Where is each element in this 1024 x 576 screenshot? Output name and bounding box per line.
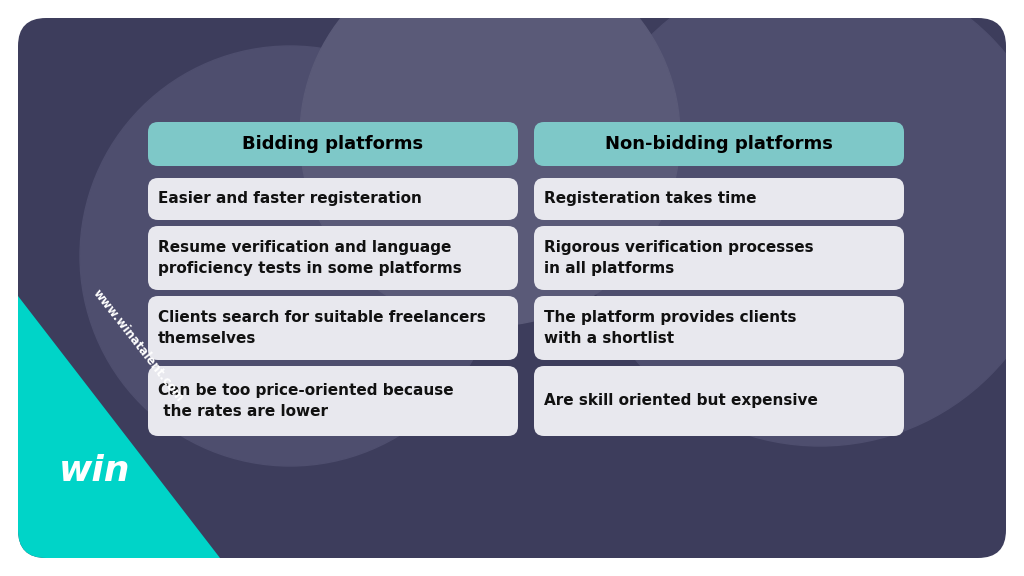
Text: Bidding platforms: Bidding platforms: [243, 135, 424, 153]
Text: The platform provides clients
with a shortlist: The platform provides clients with a sho…: [544, 310, 797, 346]
Circle shape: [580, 0, 1024, 446]
FancyBboxPatch shape: [534, 366, 904, 436]
FancyBboxPatch shape: [534, 226, 904, 290]
Text: Non-bidding platforms: Non-bidding platforms: [605, 135, 833, 153]
Text: Clients search for suitable freelancers
themselves: Clients search for suitable freelancers …: [158, 310, 485, 346]
FancyBboxPatch shape: [534, 122, 904, 166]
Text: Registeration takes time: Registeration takes time: [544, 191, 757, 207]
Text: www.winatalent.com: www.winatalent.com: [90, 287, 186, 405]
FancyBboxPatch shape: [534, 296, 904, 360]
Text: Can be too price-oriented because
 the rates are lower: Can be too price-oriented because the ra…: [158, 383, 454, 419]
Polygon shape: [18, 296, 220, 558]
FancyBboxPatch shape: [148, 296, 518, 360]
FancyBboxPatch shape: [148, 366, 518, 436]
Text: Rigorous verification processes
in all platforms: Rigorous verification processes in all p…: [544, 240, 814, 276]
FancyBboxPatch shape: [148, 178, 518, 220]
FancyBboxPatch shape: [148, 122, 518, 166]
FancyBboxPatch shape: [18, 18, 1006, 558]
Text: Easier and faster registeration: Easier and faster registeration: [158, 191, 422, 207]
Text: Resume verification and language
proficiency tests in some platforms: Resume verification and language profici…: [158, 240, 462, 276]
Text: Are skill oriented but expensive: Are skill oriented but expensive: [544, 393, 818, 408]
Circle shape: [80, 46, 500, 466]
FancyBboxPatch shape: [148, 226, 518, 290]
FancyBboxPatch shape: [534, 178, 904, 220]
Text: win: win: [59, 454, 131, 488]
Circle shape: [300, 0, 680, 326]
